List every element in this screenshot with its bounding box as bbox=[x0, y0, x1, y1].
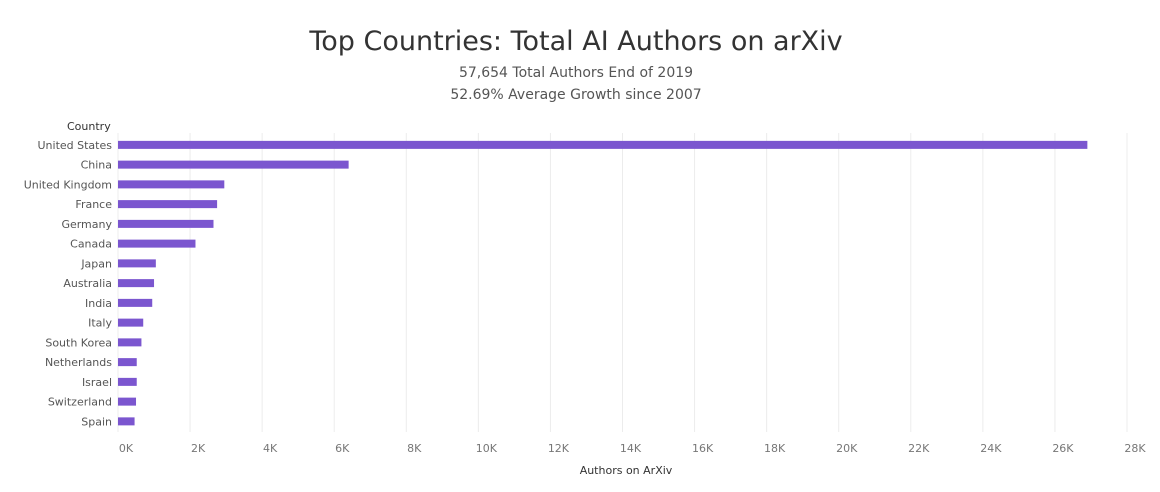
x-tick-label: 24K bbox=[980, 442, 1002, 455]
category-label: United States bbox=[38, 139, 113, 152]
bar[interactable] bbox=[118, 219, 214, 228]
bar[interactable] bbox=[118, 417, 135, 426]
bar[interactable] bbox=[118, 160, 349, 169]
bar[interactable] bbox=[118, 397, 137, 406]
chart-subtitle-growth: 52.69% Average Growth since 2007 bbox=[450, 87, 702, 103]
category-label: Netherlands bbox=[45, 356, 112, 369]
x-tick-label: 14K bbox=[620, 442, 642, 455]
x-tick-label: 20K bbox=[836, 442, 858, 455]
category-label: France bbox=[75, 198, 112, 211]
category-label: Switzerland bbox=[48, 396, 112, 409]
x-tick-label: 2K bbox=[191, 442, 206, 455]
category-label: China bbox=[81, 159, 112, 172]
chart-title: Top Countries: Total AI Authors on arXiv bbox=[309, 26, 843, 57]
bar[interactable] bbox=[118, 338, 142, 347]
bar[interactable] bbox=[118, 318, 144, 327]
bar[interactable] bbox=[118, 259, 156, 268]
chart-subtitle-total: 57,654 Total Authors End of 2019 bbox=[458, 65, 694, 81]
x-tick-label: 12K bbox=[548, 442, 570, 455]
x-tick-label: 0K bbox=[119, 442, 134, 455]
bar[interactable] bbox=[118, 358, 137, 367]
category-label: Japan bbox=[80, 257, 112, 270]
bar[interactable] bbox=[118, 298, 153, 307]
bar[interactable] bbox=[118, 140, 1088, 149]
y-axis-title: Country bbox=[67, 120, 111, 133]
x-tick-label: 16K bbox=[692, 442, 714, 455]
x-tick-label: 6K bbox=[335, 442, 350, 455]
x-tick-label: 22K bbox=[908, 442, 930, 455]
x-tick-label: 28K bbox=[1124, 442, 1146, 455]
bar[interactable] bbox=[118, 200, 218, 209]
category-label: Australia bbox=[63, 277, 112, 290]
x-tick-label: 10K bbox=[476, 442, 498, 455]
category-label: Canada bbox=[70, 238, 112, 251]
category-label: Germany bbox=[61, 218, 112, 231]
x-tick-label: 18K bbox=[764, 442, 786, 455]
bar[interactable] bbox=[118, 377, 137, 386]
x-tick-label: 26K bbox=[1052, 442, 1074, 455]
bar[interactable] bbox=[118, 239, 196, 248]
bar[interactable] bbox=[118, 279, 155, 288]
x-tick-label: 4K bbox=[263, 442, 278, 455]
category-label: India bbox=[85, 297, 112, 310]
category-label: South Korea bbox=[45, 336, 112, 349]
bar[interactable] bbox=[118, 180, 225, 189]
x-axis-title: Authors on ArXiv bbox=[580, 464, 673, 477]
x-tick-label: 8K bbox=[407, 442, 422, 455]
category-label: Israel bbox=[82, 376, 112, 389]
category-label: Italy bbox=[88, 317, 112, 330]
category-label: United Kingdom bbox=[24, 178, 112, 191]
category-label: Spain bbox=[81, 415, 112, 428]
